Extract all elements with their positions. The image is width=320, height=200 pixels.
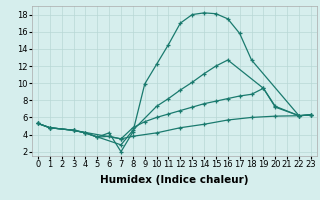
X-axis label: Humidex (Indice chaleur): Humidex (Indice chaleur): [100, 175, 249, 185]
